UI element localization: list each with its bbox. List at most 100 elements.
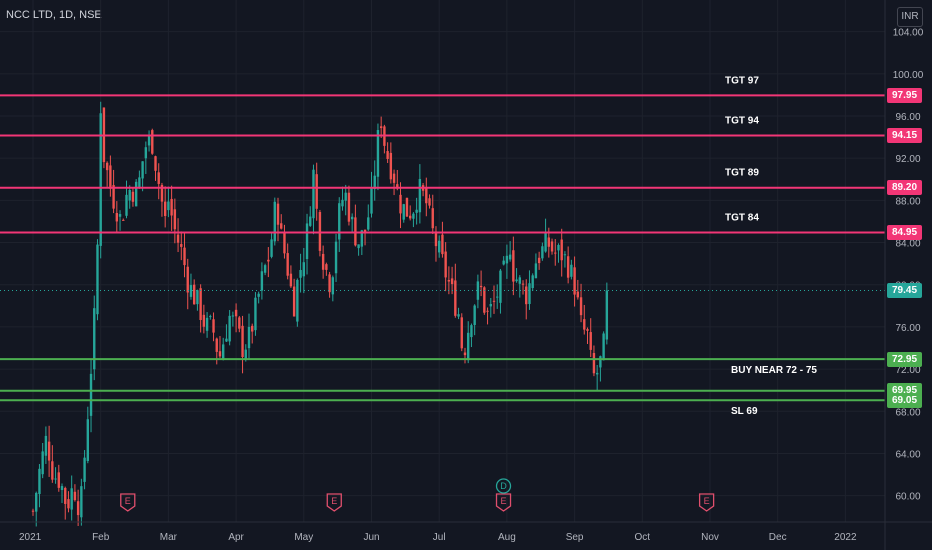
- candle-body: [563, 254, 567, 256]
- candle-body: [541, 246, 544, 259]
- candle-body: [476, 281, 480, 300]
- x-tick-label: Nov: [701, 532, 719, 543]
- candle-body: [241, 325, 244, 358]
- candle-body: [515, 279, 518, 282]
- y-tick-label: 68.00: [895, 407, 920, 418]
- candle-body: [222, 344, 225, 360]
- candle-body: [173, 209, 177, 230]
- currency-button[interactable]: INR: [897, 7, 923, 27]
- candle-body: [276, 203, 280, 225]
- candle-body: [550, 241, 554, 252]
- candle-body: [573, 267, 576, 295]
- candle-body: [350, 216, 354, 220]
- x-tick-label: Jun: [363, 532, 379, 543]
- candle-body: [238, 317, 241, 329]
- chart-title: NCC LTD, 1D, NSE: [6, 9, 102, 21]
- candle-body: [86, 419, 90, 461]
- candle-body: [325, 264, 328, 270]
- candle-body: [502, 260, 505, 265]
- candle-body: [76, 501, 80, 516]
- candle-body: [402, 204, 405, 220]
- earnings-marker-icon[interactable]: [120, 493, 136, 512]
- candle-body: [428, 198, 431, 206]
- candle-body: [483, 287, 486, 313]
- earnings-marker-label[interactable]: E: [331, 496, 337, 506]
- candle-body: [122, 219, 125, 221]
- candle-body: [473, 305, 476, 325]
- candle-body: [528, 283, 531, 304]
- candle-body: [44, 435, 48, 456]
- candle-body: [312, 169, 315, 219]
- x-tick-label: Jul: [433, 532, 446, 543]
- candle-body: [154, 156, 157, 171]
- candle-body: [302, 262, 305, 277]
- candle-body: [170, 198, 173, 216]
- y-tick-label: 76.00: [895, 323, 920, 334]
- candle-body: [196, 290, 199, 305]
- level-annotation: TGT 94: [725, 116, 759, 127]
- candle-body: [305, 223, 309, 260]
- candle-body: [566, 256, 570, 278]
- candle-body: [399, 194, 402, 214]
- y-tick-label: 60.00: [895, 492, 920, 503]
- resistance-price-badge: 89.20: [887, 180, 922, 196]
- candle-body: [460, 317, 463, 349]
- x-tick-label: 2022: [834, 532, 857, 543]
- candle-body: [360, 230, 364, 247]
- level-annotation: TGT 84: [725, 213, 759, 224]
- candle-body: [489, 303, 492, 307]
- earnings-marker-label[interactable]: E: [704, 496, 710, 506]
- candle-body: [47, 441, 51, 461]
- x-tick-label: Apr: [228, 532, 244, 543]
- candle-body: [586, 329, 589, 331]
- candle-body: [180, 244, 183, 247]
- earnings-marker-label[interactable]: E: [501, 496, 507, 506]
- candle-body: [379, 126, 383, 129]
- support-price-badge: 72.95: [887, 351, 922, 367]
- candle-body: [518, 277, 521, 284]
- event-markers[interactable]: E E EDE: [120, 478, 715, 512]
- candle-body: [93, 308, 96, 370]
- candle-body: [367, 217, 370, 230]
- candle-body: [454, 280, 457, 316]
- earnings-marker-icon[interactable]: [698, 493, 715, 512]
- x-tick-label: Feb: [92, 532, 110, 543]
- candle-body: [605, 290, 609, 340]
- y-tick-label: 96.00: [895, 112, 920, 123]
- dividend-marker-label[interactable]: D: [500, 481, 507, 491]
- candle-body: [192, 284, 196, 305]
- earnings-marker-icon[interactable]: [495, 493, 512, 512]
- y-tick-label: 64.00: [895, 449, 920, 460]
- candle-body: [125, 194, 128, 216]
- candle-body: [589, 332, 592, 350]
- y-tick-label: 104.00: [893, 28, 924, 39]
- candle-body: [273, 201, 276, 242]
- candle-body: [392, 173, 396, 183]
- candle-body: [105, 162, 109, 171]
- candle-body: [260, 271, 264, 291]
- candle-body: [534, 263, 538, 279]
- candle-body: [418, 179, 422, 213]
- earnings-marker-label[interactable]: E: [125, 496, 131, 506]
- candle-body: [363, 229, 367, 233]
- candle-body: [354, 217, 357, 246]
- candle-body: [212, 319, 215, 333]
- earnings-marker-icon[interactable]: [326, 493, 342, 512]
- current-price-badge: 79.45: [887, 283, 922, 299]
- candle-body: [96, 244, 99, 315]
- candle-body: [434, 231, 438, 247]
- x-tick-label: May: [294, 532, 313, 543]
- candle-body: [376, 130, 380, 177]
- candle-body: [209, 316, 212, 318]
- candle-body: [54, 478, 57, 480]
- dividend-marker-icon[interactable]: [495, 478, 512, 494]
- level-annotation: TGT 97: [725, 75, 759, 86]
- candle-body: [283, 232, 286, 254]
- candle-body: [151, 130, 154, 154]
- candle-body: [167, 201, 170, 211]
- candle-body: [338, 203, 341, 240]
- candle-body: [147, 134, 151, 146]
- candle-body: [270, 239, 273, 257]
- candle-body: [144, 147, 148, 159]
